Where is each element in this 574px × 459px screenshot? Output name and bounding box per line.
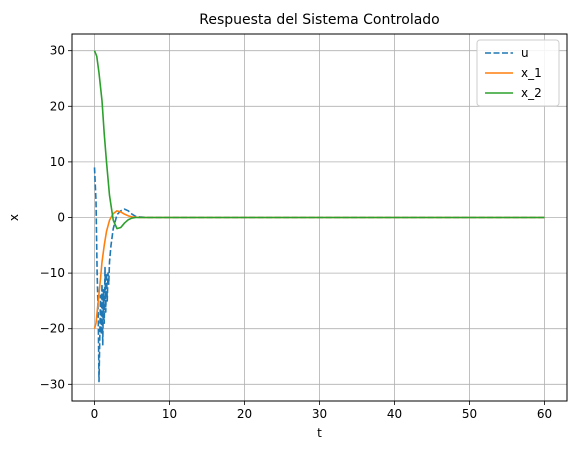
legend-box xyxy=(476,39,560,107)
x-tick-label: 20 xyxy=(237,407,252,421)
x-axis-label: t xyxy=(317,426,322,440)
x-tick-label: 60 xyxy=(537,407,552,421)
series-line-x-2 xyxy=(93,50,545,230)
y-tick-label: 30 xyxy=(50,44,65,58)
legend-label: u xyxy=(521,46,529,60)
legend: u x_1 x_2 xyxy=(476,39,560,107)
x-tick-label: 50 xyxy=(462,407,477,421)
y-tick-label: −10 xyxy=(40,266,65,280)
y-tick-label: −20 xyxy=(40,322,65,336)
series-layer xyxy=(93,50,545,383)
x-tick-label: 10 xyxy=(162,407,177,421)
y-tick-label: −30 xyxy=(40,377,65,391)
x-tick-label: 30 xyxy=(312,407,327,421)
x-axis-ticks: 0 10 20 30 40 50 60 xyxy=(91,401,552,421)
y-tick-label: 0 xyxy=(57,211,65,225)
legend-label: x_1 xyxy=(521,66,542,80)
y-tick-label: 10 xyxy=(50,155,65,169)
y-axis-label: x xyxy=(7,214,21,221)
y-axis-ticks: −30 −20 −10 0 10 20 30 xyxy=(40,44,72,391)
x-tick-label: 40 xyxy=(387,407,402,421)
legend-label: x_2 xyxy=(521,86,542,100)
y-tick-label: 20 xyxy=(50,99,65,113)
x-tick-label: 0 xyxy=(91,407,99,421)
chart-title: Respuesta del Sistema Controlado xyxy=(199,12,440,28)
